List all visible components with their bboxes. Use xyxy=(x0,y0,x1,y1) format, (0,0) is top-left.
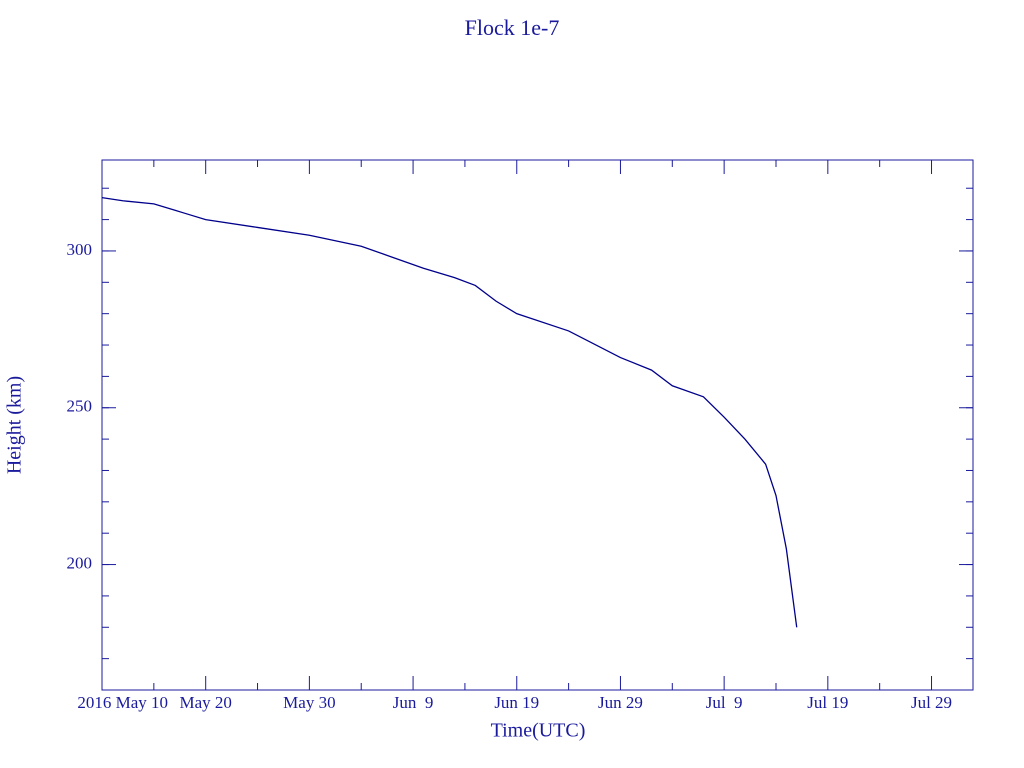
x-tick-label: Jul 29 xyxy=(911,693,952,712)
x-tick-label: May 30 xyxy=(283,693,335,712)
y-tick-label: 300 xyxy=(67,240,93,259)
y-tick-label: 250 xyxy=(67,397,93,416)
x-tick-label: Jun 19 xyxy=(494,693,539,712)
x-tick-label: Jul 9 xyxy=(706,693,743,712)
x-tick-label: 2016 May 10 xyxy=(77,693,168,712)
chart-title: Flock 1e-7 xyxy=(465,15,560,40)
y-axis-title: Height (km) xyxy=(4,376,26,474)
x-tick-label: Jun 29 xyxy=(598,693,643,712)
y-tick-label: 200 xyxy=(67,553,93,572)
x-tick-label: Jun 9 xyxy=(393,693,434,712)
x-tick-label: May 20 xyxy=(179,693,231,712)
data-line xyxy=(101,196,798,628)
x-axis-title: Time(UTC) xyxy=(491,720,586,742)
plot-frame xyxy=(101,159,974,691)
x-tick-label: Jul 19 xyxy=(807,693,848,712)
